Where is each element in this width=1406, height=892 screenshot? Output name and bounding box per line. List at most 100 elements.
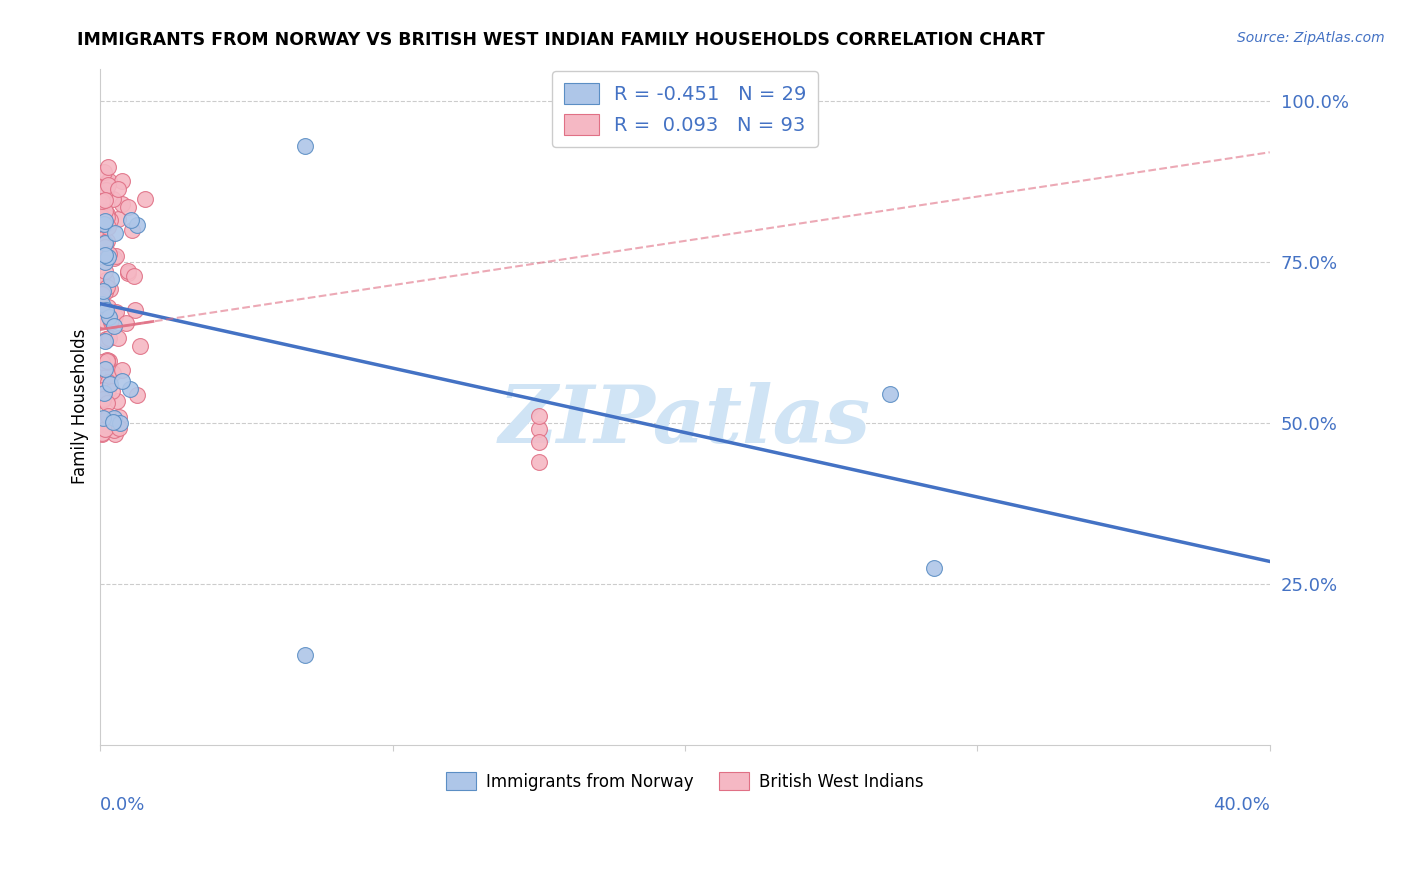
Point (93, 392, 115, 407)
Point (104, 310, 127, 324)
Point (101, 192, 124, 206)
Point (97, 220, 120, 235)
Point (103, 411, 125, 425)
Point (90, 426, 112, 441)
Point (93, 414, 115, 428)
Point (294, 648, 316, 662)
Point (97, 310, 120, 324)
Point (94, 332, 117, 346)
Point (117, 267, 139, 281)
Point (120, 382, 142, 396)
Legend: Immigrants from Norway, British West Indians: Immigrants from Norway, British West Ind… (440, 765, 931, 797)
Point (96, 352, 118, 367)
Point (90, 246, 112, 260)
Point (98, 331, 121, 345)
Point (111, 174, 134, 188)
Point (93, 204, 115, 219)
Point (90, 286, 112, 301)
Point (93, 411, 115, 425)
Point (134, 192, 156, 206)
Point (96, 234, 118, 248)
Point (107, 419, 129, 434)
Point (94, 303, 117, 318)
Point (93, 165, 115, 179)
Point (97, 160, 120, 174)
Point (117, 264, 139, 278)
Point (110, 374, 132, 388)
Point (97, 389, 120, 403)
Point (121, 223, 143, 237)
Point (97, 251, 120, 265)
Point (93, 313, 115, 327)
Point (98, 213, 121, 227)
Point (94, 334, 117, 348)
Text: Source: ZipAtlas.com: Source: ZipAtlas.com (1237, 31, 1385, 45)
Point (91, 284, 114, 298)
Point (94, 183, 117, 197)
Text: IMMIGRANTS FROM NORWAY VS BRITISH WEST INDIAN FAMILY HOUSEHOLDS CORRELATION CHAR: IMMIGRANTS FROM NORWAY VS BRITISH WEST I… (77, 31, 1045, 49)
Point (93, 248, 115, 262)
Point (104, 226, 127, 240)
Y-axis label: Family Households: Family Households (72, 329, 89, 484)
Point (96, 206, 118, 220)
Point (90, 210, 112, 224)
Point (97, 409, 120, 424)
Point (100, 313, 122, 327)
Point (94, 193, 117, 207)
Point (93, 240, 115, 254)
Point (96, 280, 118, 294)
Point (94, 236, 117, 251)
Text: ZIPatlas: ZIPatlas (499, 382, 872, 459)
Point (527, 435, 550, 450)
Point (90, 417, 112, 431)
Point (104, 426, 127, 441)
Point (124, 268, 146, 283)
Point (97, 383, 120, 397)
Point (94, 362, 117, 376)
Point (100, 315, 122, 329)
Point (91, 383, 114, 397)
Point (94, 217, 117, 231)
Point (125, 388, 148, 402)
Point (103, 410, 125, 425)
Point (104, 417, 127, 432)
Point (96, 210, 118, 224)
Point (115, 316, 138, 330)
Point (108, 410, 131, 425)
Point (125, 218, 148, 232)
Point (107, 331, 129, 345)
Point (98, 419, 121, 434)
Point (98, 282, 121, 296)
Point (107, 182, 129, 196)
Point (879, 387, 901, 401)
Point (97, 178, 120, 192)
Point (97, 368, 120, 383)
Point (922, 561, 945, 575)
Point (101, 384, 124, 399)
Point (101, 416, 124, 430)
Text: 40.0%: 40.0% (1213, 796, 1270, 814)
Point (108, 420, 131, 434)
Point (96, 175, 118, 189)
Point (94, 383, 117, 397)
Point (96, 376, 118, 390)
Point (97, 300, 120, 314)
Point (94, 255, 117, 269)
Point (103, 251, 125, 265)
Point (103, 319, 125, 334)
Point (527, 422, 550, 436)
Point (97, 251, 120, 265)
Point (91, 232, 114, 246)
Point (107, 212, 129, 227)
Point (93, 386, 115, 401)
Point (103, 367, 125, 381)
Point (91, 392, 114, 407)
Point (103, 423, 125, 437)
Point (93, 217, 115, 231)
Point (98, 174, 121, 188)
Point (128, 339, 150, 353)
Point (91, 204, 114, 219)
Point (124, 303, 146, 318)
Point (90, 297, 112, 311)
Point (108, 416, 131, 430)
